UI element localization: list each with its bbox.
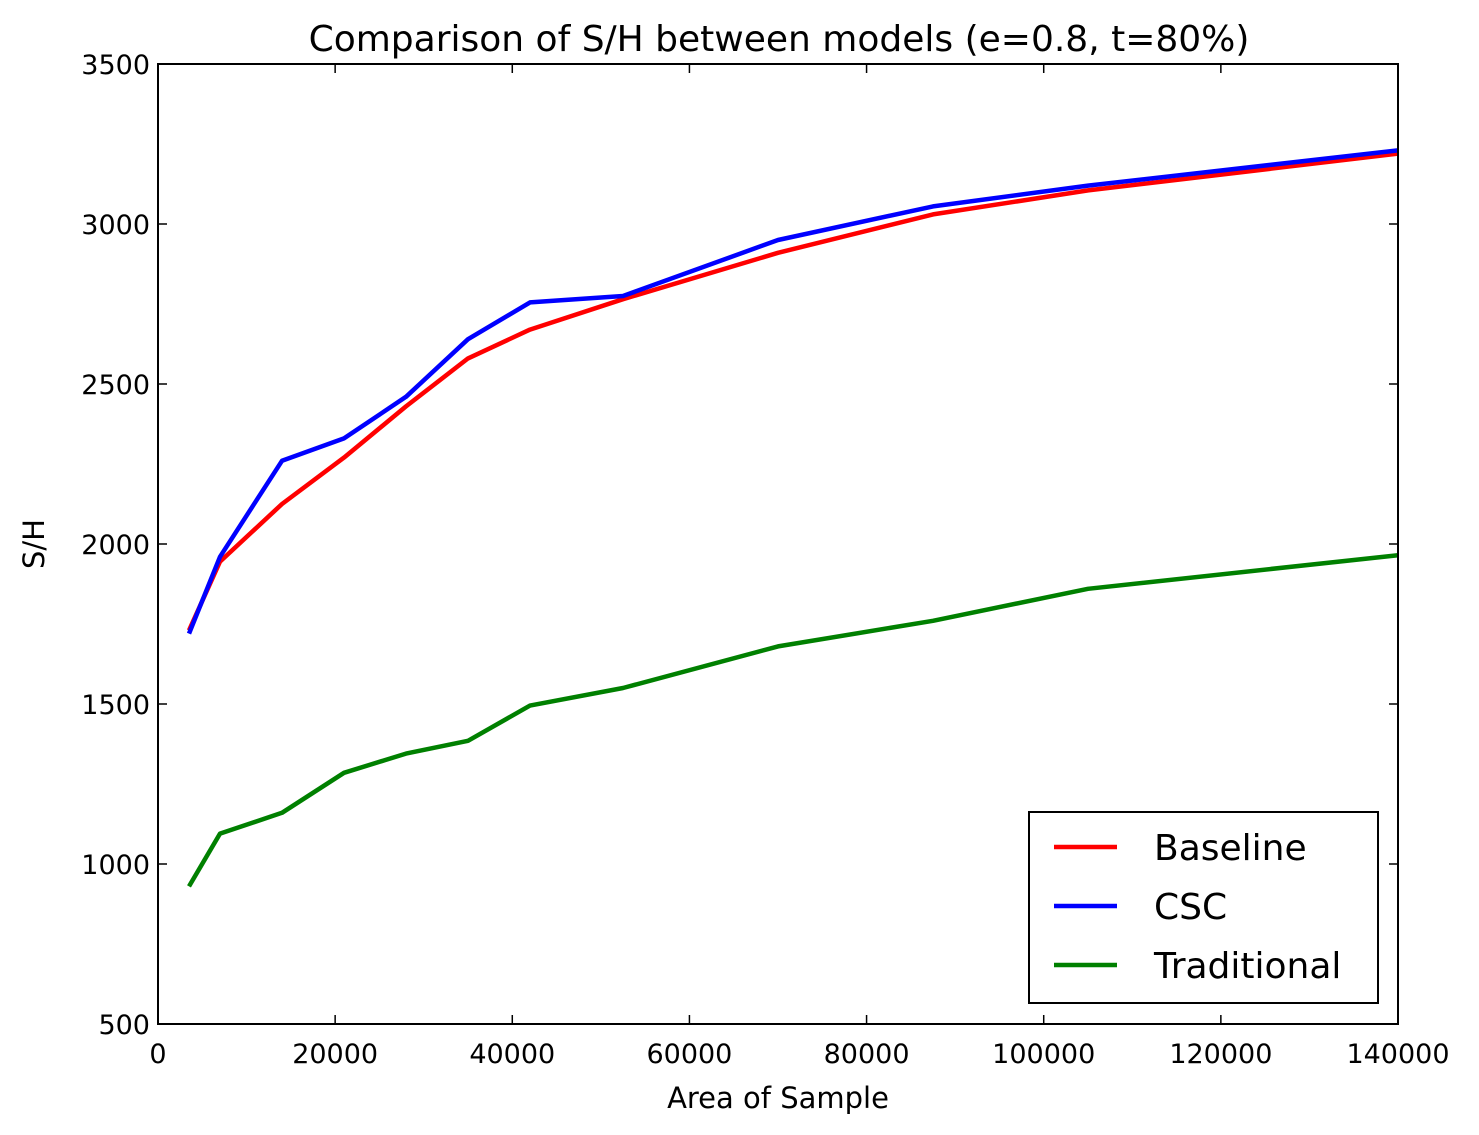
y-tick-label: 3500 [81, 50, 150, 81]
legend-label-traditional: Traditional [1153, 946, 1341, 987]
legend: Baseline CSC Traditional [1028, 811, 1379, 1004]
y-tick-label: 2500 [81, 370, 150, 401]
y-axis-label: S/H [17, 519, 51, 569]
x-tick-label: 100000 [992, 1039, 1095, 1070]
x-tick-label: 140000 [1346, 1039, 1449, 1070]
y-tick-label: 2000 [81, 530, 150, 561]
x-tick-labels: 0 20000 40000 60000 80000 100000 120000 140000 [149, 1039, 1449, 1070]
legend-label-csc: CSC [1154, 887, 1227, 928]
series-line-baseline [186, 151, 1399, 632]
series-lines [186, 148, 1399, 888]
x-tick-label: 0 [149, 1039, 166, 1070]
x-tick-label: 60000 [646, 1039, 732, 1070]
y-tick-label: 3000 [81, 210, 150, 241]
chart-title: Comparison of S/H between models (e=0.8,… [309, 19, 1250, 60]
x-tick-label: 20000 [292, 1039, 378, 1070]
x-axis-label: Area of Sample [667, 1081, 889, 1115]
x-tick-label: 80000 [824, 1039, 910, 1070]
x-tick-label: 40000 [469, 1039, 555, 1070]
y-tick-label: 1500 [81, 690, 150, 721]
x-tick-label: 120000 [1169, 1039, 1272, 1070]
y-tick-label: 500 [98, 1010, 150, 1041]
axis-ticks [157, 63, 1399, 1025]
legend-label-baseline: Baseline [1154, 828, 1307, 869]
y-tick-label: 1000 [81, 850, 150, 881]
series-line-traditional [187, 552, 1399, 888]
y-tick-labels: 500 1000 1500 2000 2500 3000 3500 [81, 50, 150, 1041]
series-line-csc [186, 148, 1399, 635]
